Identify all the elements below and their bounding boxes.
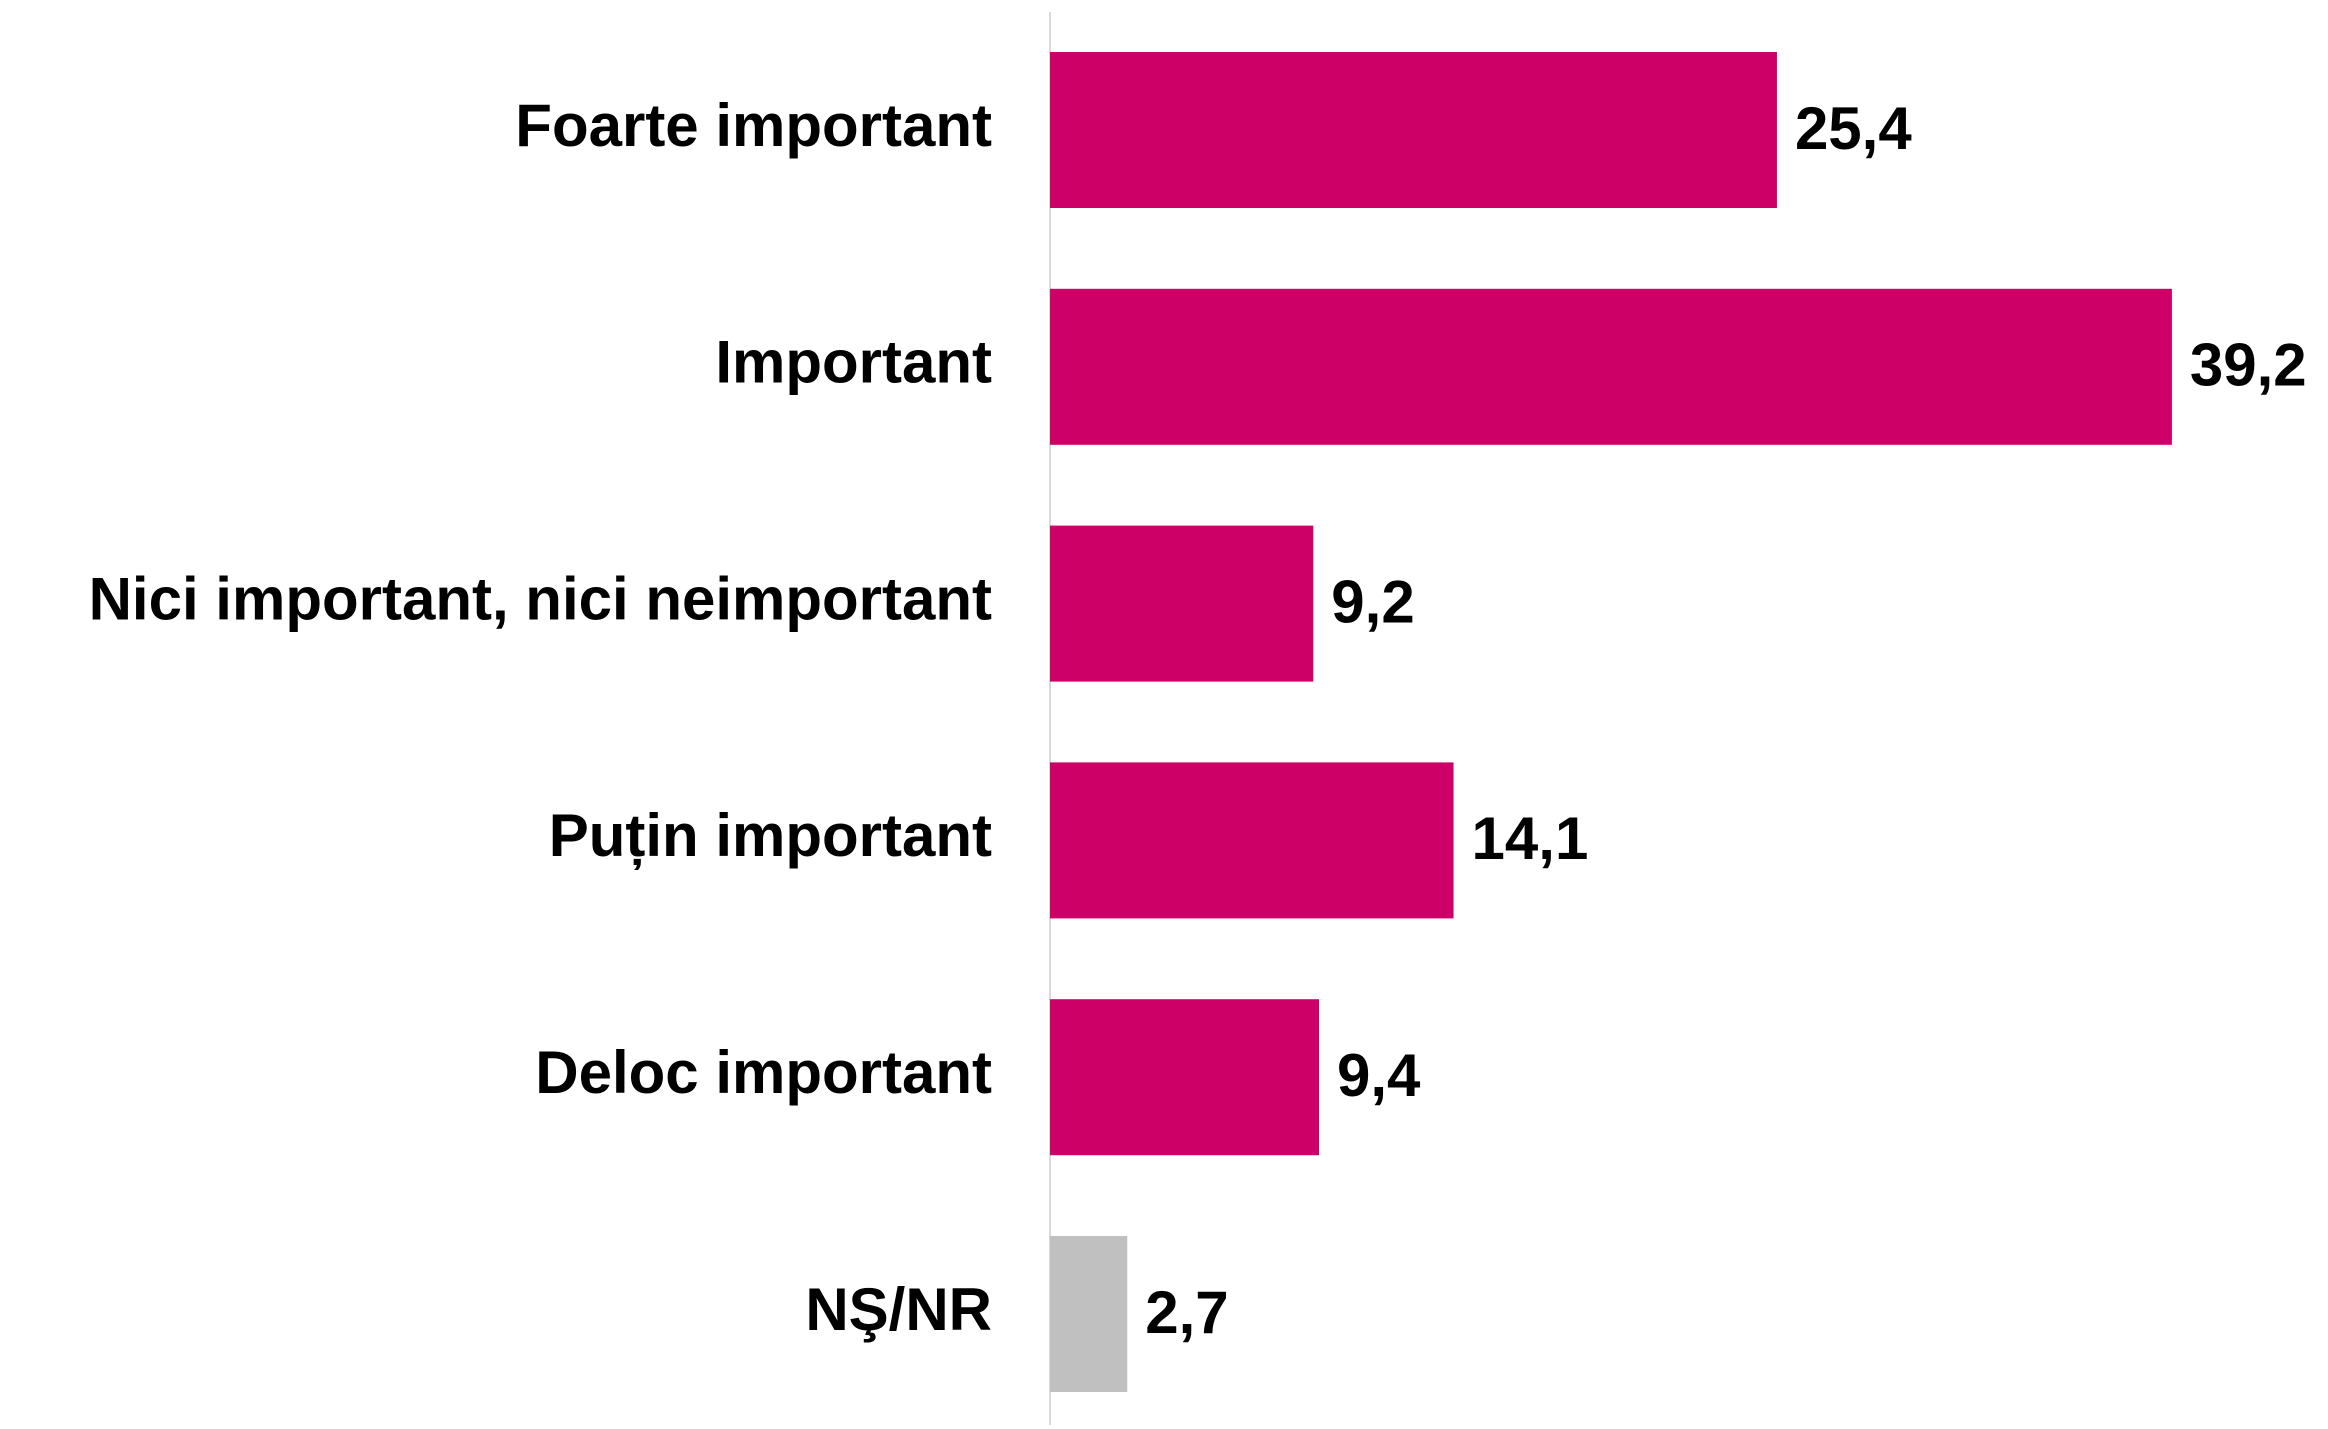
category-label: Nici important, nici neimportant xyxy=(89,565,992,632)
bar xyxy=(1050,52,1777,208)
category-label: Puțin important xyxy=(549,802,992,870)
bar xyxy=(1050,999,1320,1156)
value-label: 39,2 xyxy=(2190,332,2307,399)
value-label: 25,4 xyxy=(1795,95,1912,162)
bar xyxy=(1050,1236,1128,1392)
value-label: 9,2 xyxy=(1331,568,1414,635)
value-label: 2,7 xyxy=(1145,1279,1228,1346)
category-label: Foarte important xyxy=(515,92,992,159)
category-label: Deloc important xyxy=(535,1039,992,1106)
category-label: Important xyxy=(715,329,992,396)
bar xyxy=(1050,762,1454,919)
bar xyxy=(1050,525,1314,682)
category-label: NŞ/NR xyxy=(805,1276,992,1343)
value-label: 14,1 xyxy=(1472,805,1589,872)
bar xyxy=(1050,288,2172,445)
value-label: 9,4 xyxy=(1337,1042,1421,1109)
